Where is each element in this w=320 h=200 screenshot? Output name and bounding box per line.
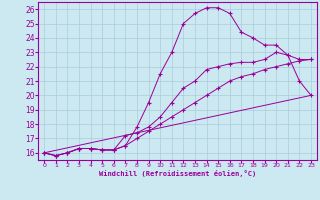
- X-axis label: Windchill (Refroidissement éolien,°C): Windchill (Refroidissement éolien,°C): [99, 170, 256, 177]
